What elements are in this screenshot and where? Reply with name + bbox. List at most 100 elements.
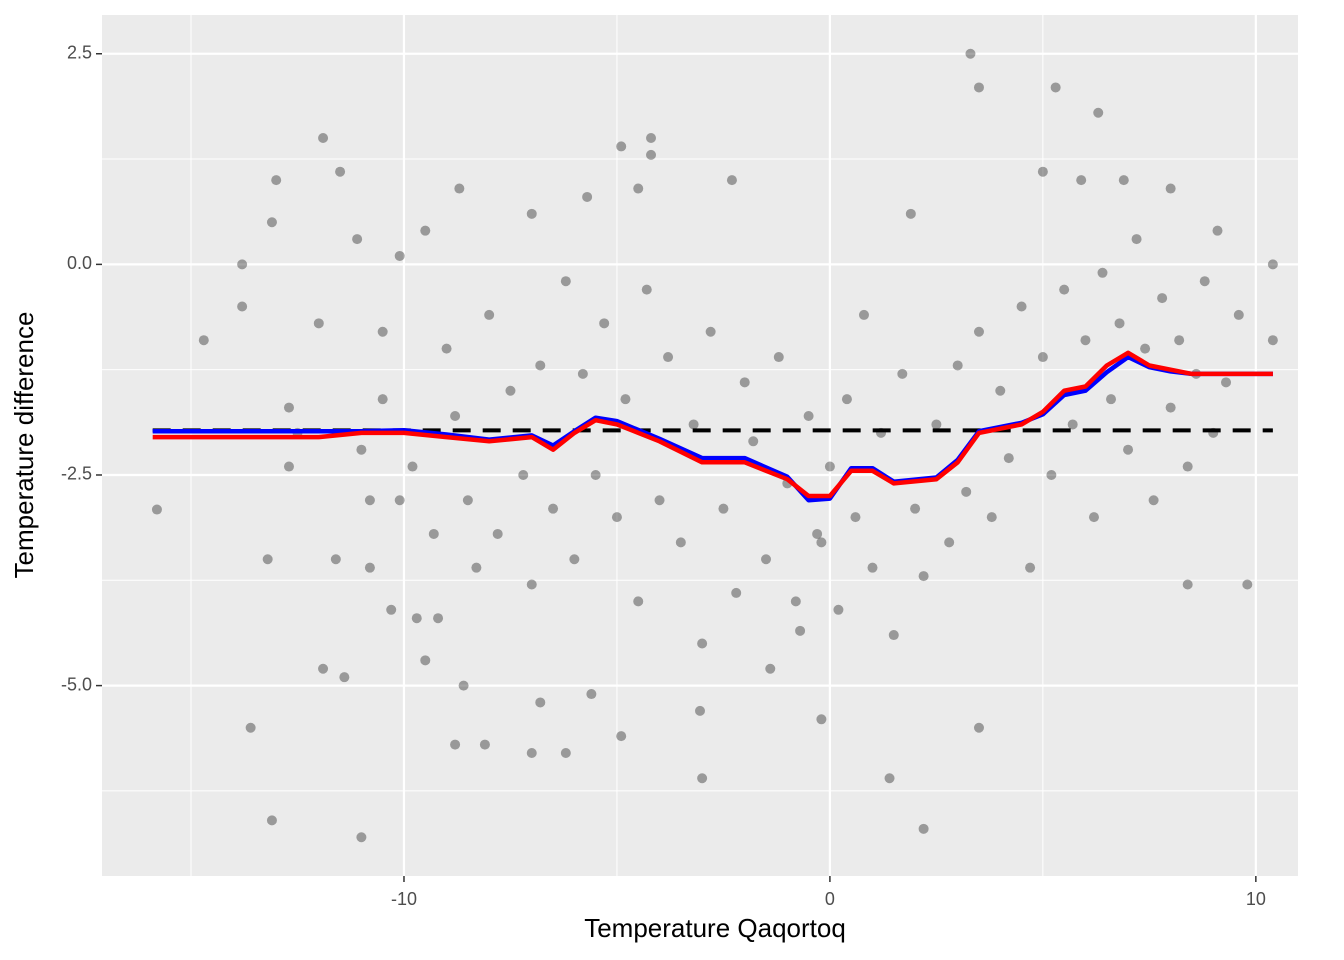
point <box>739 377 750 388</box>
y-tick-label: 0.0 <box>67 253 92 273</box>
point <box>812 528 823 539</box>
point <box>518 469 529 480</box>
point <box>952 360 963 371</box>
point <box>377 326 388 337</box>
point <box>726 175 737 186</box>
smooth-line <box>152 350 1273 499</box>
point <box>697 773 708 784</box>
point <box>560 276 571 287</box>
point <box>646 133 657 143</box>
point <box>918 823 929 834</box>
point <box>1093 107 1104 118</box>
point <box>526 208 537 219</box>
point <box>450 411 461 422</box>
point <box>961 486 972 497</box>
point <box>1003 453 1014 464</box>
point <box>505 385 516 396</box>
point <box>633 183 644 194</box>
point <box>616 731 627 742</box>
point <box>867 562 878 573</box>
point <box>1267 335 1278 346</box>
point <box>705 326 716 337</box>
point <box>1221 377 1232 388</box>
point <box>479 739 490 750</box>
grid <box>102 15 1298 876</box>
point <box>237 301 248 312</box>
point <box>803 411 814 422</box>
point <box>905 208 916 219</box>
point <box>330 554 341 565</box>
point <box>944 537 955 548</box>
point <box>616 141 627 152</box>
point <box>1025 562 1036 573</box>
point <box>599 318 610 329</box>
point <box>795 625 806 636</box>
point <box>1080 335 1091 346</box>
point <box>352 234 363 245</box>
x-tick-label: 10 <box>1246 889 1266 909</box>
point <box>1088 512 1099 523</box>
point <box>454 183 465 194</box>
point <box>654 495 665 506</box>
point <box>582 191 593 202</box>
point <box>245 722 256 733</box>
point <box>884 773 895 784</box>
point <box>458 680 469 691</box>
point <box>718 503 729 514</box>
point <box>237 259 248 270</box>
point <box>407 461 418 472</box>
point <box>833 604 844 615</box>
point <box>1059 284 1070 295</box>
panel <box>102 15 1298 876</box>
axes: -10 0 10 2.5 0.0 -2.5 -5.0 <box>61 43 1266 909</box>
point <box>1106 394 1117 405</box>
point <box>1123 444 1134 455</box>
point <box>1037 352 1048 363</box>
point <box>364 495 375 506</box>
point <box>688 419 699 430</box>
point <box>394 250 405 261</box>
point <box>535 697 546 708</box>
point <box>318 663 329 674</box>
point <box>1165 183 1176 194</box>
point <box>198 335 209 346</box>
point <box>1174 335 1185 346</box>
point <box>897 368 908 379</box>
point <box>697 638 708 649</box>
point <box>1140 343 1151 354</box>
point <box>364 562 375 573</box>
marks <box>151 48 1278 843</box>
point <box>535 360 546 371</box>
point <box>462 495 473 506</box>
point <box>411 613 422 624</box>
point <box>773 352 784 363</box>
x-tick-label: 0 <box>825 889 835 909</box>
point <box>1046 469 1057 480</box>
point <box>386 604 397 615</box>
point <box>420 655 431 666</box>
point <box>283 402 294 413</box>
point <box>761 554 772 565</box>
point <box>790 596 801 607</box>
point <box>1182 579 1193 590</box>
y-tick-label: -2.5 <box>61 464 92 484</box>
point <box>1182 461 1193 472</box>
point <box>1118 175 1129 186</box>
point <box>318 133 329 143</box>
point <box>266 815 277 826</box>
point <box>266 217 277 228</box>
point <box>420 225 431 236</box>
point <box>586 689 597 700</box>
point <box>910 503 921 514</box>
point <box>675 537 686 548</box>
point <box>986 512 997 523</box>
point <box>471 562 482 573</box>
point <box>748 436 759 447</box>
point <box>633 596 644 607</box>
point <box>283 461 294 472</box>
point <box>526 748 537 758</box>
y-axis-title: Temperature difference <box>9 312 39 579</box>
point <box>1016 301 1027 312</box>
point <box>858 309 869 320</box>
